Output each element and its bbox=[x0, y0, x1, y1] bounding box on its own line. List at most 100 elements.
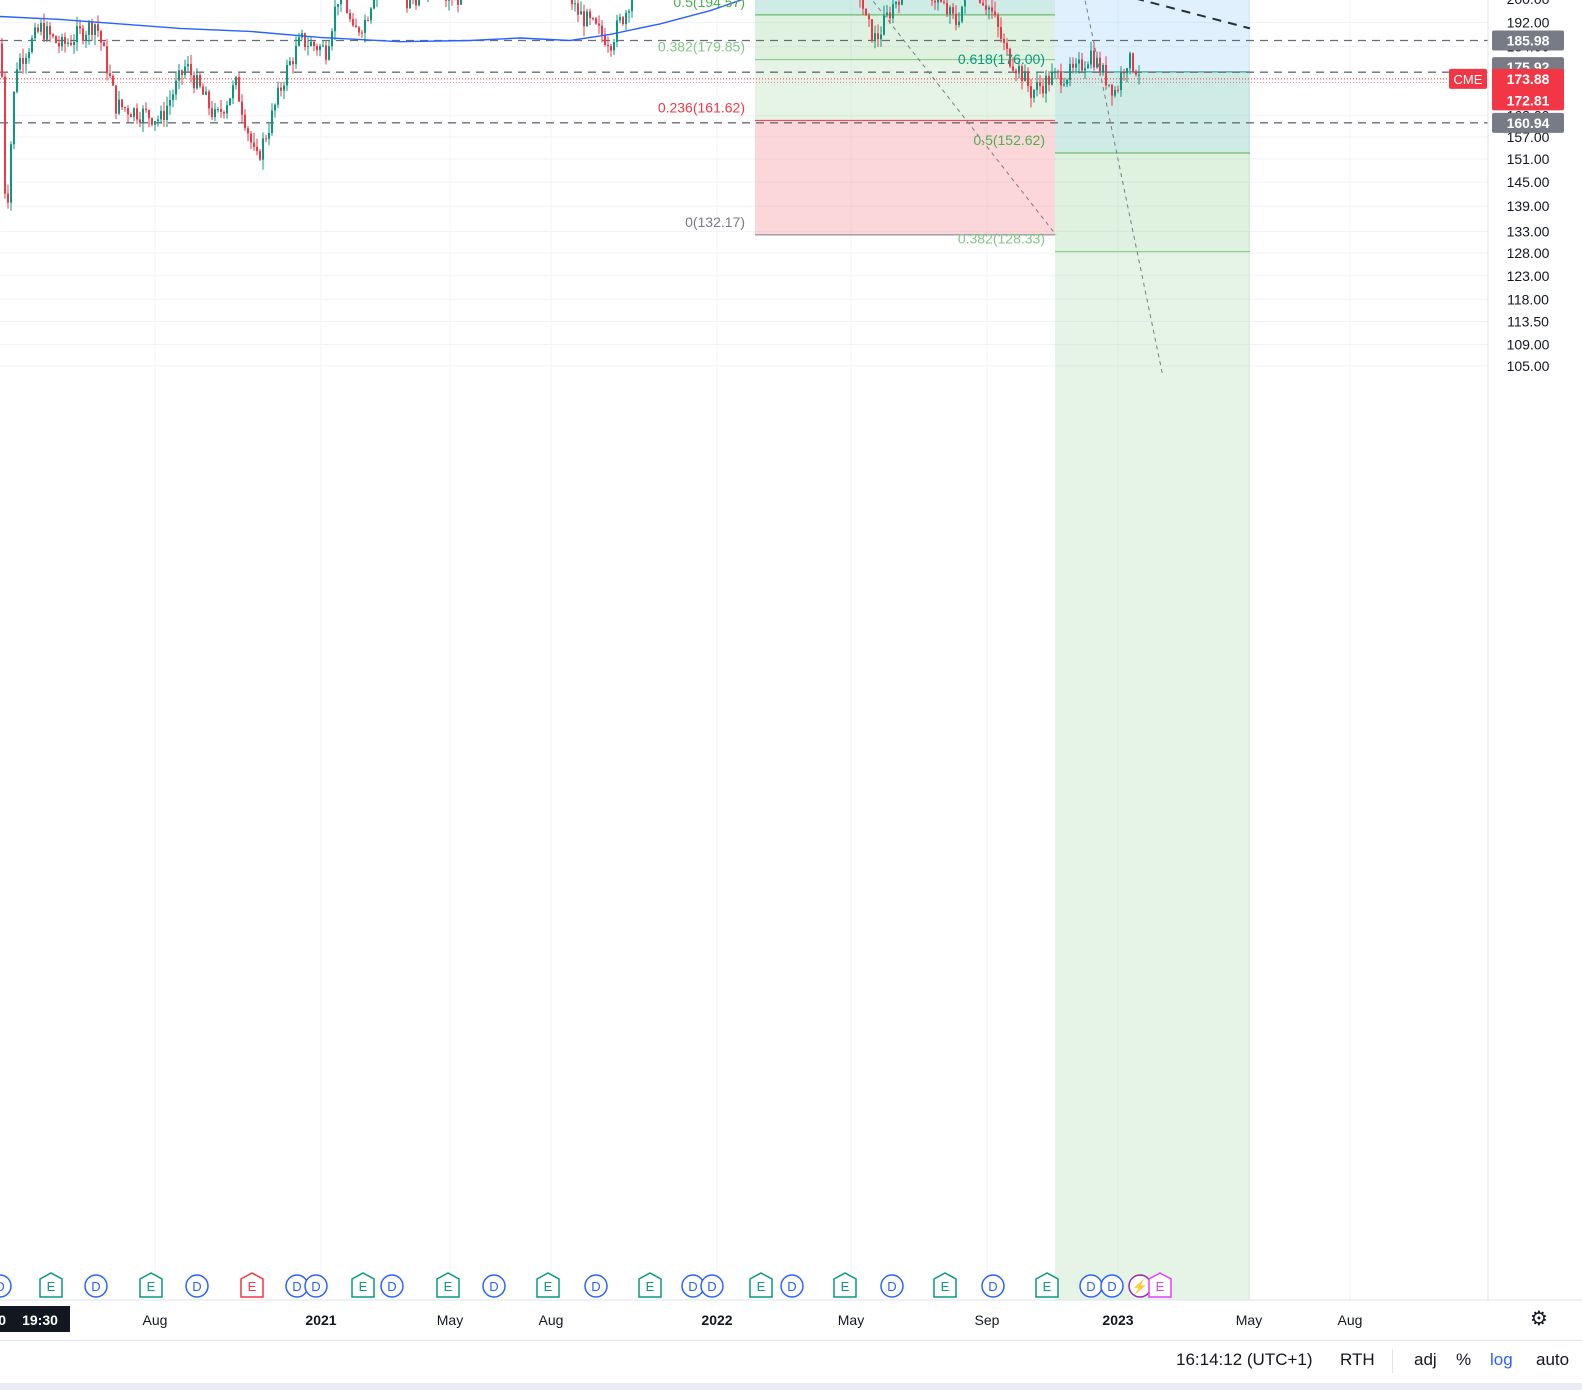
candle-body bbox=[1009, 48, 1011, 67]
dividend-marker[interactable]: D bbox=[304, 1274, 328, 1298]
candle-body bbox=[334, 6, 336, 32]
candle-body bbox=[937, 0, 939, 3]
candle-body bbox=[265, 138, 267, 140]
candle-body bbox=[1063, 84, 1065, 86]
marker-shape bbox=[139, 1272, 163, 1298]
candle-body bbox=[586, 11, 588, 27]
candle-body bbox=[1129, 53, 1131, 69]
marker-letter: D bbox=[489, 1279, 498, 1294]
dividend-marker[interactable]: D bbox=[185, 1274, 209, 1298]
candle-body bbox=[1138, 74, 1140, 76]
candle-body bbox=[190, 63, 192, 76]
dividend-marker[interactable]: D bbox=[482, 1274, 506, 1298]
candle-body bbox=[322, 45, 324, 47]
dividend-marker[interactable]: D bbox=[780, 1274, 804, 1298]
candle-body bbox=[178, 70, 180, 81]
log-toggle[interactable]: log bbox=[1490, 1350, 1513, 1369]
dividend-marker[interactable]: D bbox=[981, 1274, 1005, 1298]
candle-body bbox=[46, 26, 48, 40]
candle-body bbox=[298, 37, 300, 46]
candle-body bbox=[145, 108, 147, 111]
candle-body bbox=[946, 2, 948, 15]
candle-body bbox=[871, 19, 873, 42]
time-tick: May bbox=[437, 1312, 463, 1328]
split-marker[interactable]: ⚡ bbox=[1128, 1274, 1152, 1298]
candle-body bbox=[1042, 86, 1044, 94]
earnings-marker[interactable]: E bbox=[833, 1272, 857, 1298]
marker-letter: D bbox=[688, 1279, 697, 1294]
candle-body bbox=[367, 19, 369, 21]
candle-body bbox=[1108, 84, 1110, 86]
percent-toggle[interactable]: % bbox=[1456, 1350, 1472, 1369]
session-button[interactable]: RTH bbox=[1340, 1350, 1375, 1369]
candle-body bbox=[1114, 89, 1116, 96]
auto-toggle[interactable]: auto bbox=[1536, 1350, 1570, 1369]
crosshair-date-fragment: 0 bbox=[0, 1312, 6, 1328]
time-axis[interactable]: Aug 2021 May Aug 2022 May Sep 2023 May Aug 0 19:30 bbox=[0, 1299, 1582, 1340]
dividend-marker[interactable]: D bbox=[880, 1274, 904, 1298]
earnings-marker[interactable]: E bbox=[436, 1272, 460, 1298]
clock-text[interactable]: 16:14:12 (UTC+1) bbox=[1176, 1350, 1313, 1369]
candle-body bbox=[73, 42, 75, 45]
dividend-marker[interactable]: D bbox=[84, 1274, 108, 1298]
marker-letter: D bbox=[988, 1279, 997, 1294]
candle-body bbox=[1030, 86, 1032, 98]
candle-body bbox=[415, 0, 417, 6]
candle-body bbox=[1036, 82, 1038, 90]
candle-body bbox=[274, 104, 276, 111]
candle-body bbox=[40, 22, 42, 32]
candle-body bbox=[13, 91, 15, 145]
fib2-zone-05 bbox=[1055, 153, 1250, 252]
dividend-marker[interactable]: D bbox=[700, 1274, 724, 1298]
price-axis[interactable]: 350.00330.00310.00290.00270.00260.00250.… bbox=[1449, 0, 1582, 1340]
candle-body bbox=[1123, 72, 1125, 74]
earnings-marker[interactable]: E bbox=[351, 1272, 375, 1298]
earnings-marker[interactable]: E bbox=[1148, 1272, 1172, 1298]
fib2-zone-0618 bbox=[1055, 71, 1250, 154]
price-tick: 157.00 bbox=[1507, 129, 1550, 145]
marker-letter: D bbox=[292, 1279, 301, 1294]
fib1-diagonal bbox=[871, 0, 1057, 236]
candle-body bbox=[154, 121, 156, 125]
candle-body bbox=[88, 22, 90, 35]
marker-letter: E bbox=[147, 1279, 156, 1294]
candle-body bbox=[100, 31, 102, 43]
dividend-marker[interactable]: D bbox=[584, 1274, 608, 1298]
earnings-marker[interactable]: E bbox=[139, 1272, 163, 1298]
adj-toggle[interactable]: adj bbox=[1414, 1350, 1437, 1369]
price-tick: 113.50 bbox=[1507, 314, 1549, 330]
candle-body bbox=[91, 22, 93, 36]
candle-body bbox=[10, 144, 12, 203]
candle-body bbox=[250, 133, 252, 143]
candle-body bbox=[868, 15, 870, 20]
fib-lines bbox=[755, 14, 1250, 253]
dividend-marker[interactable]: D bbox=[380, 1274, 404, 1298]
earnings-marker[interactable]: E bbox=[1035, 1272, 1059, 1298]
dividend-marker[interactable]: D bbox=[1100, 1274, 1124, 1298]
earnings-marker[interactable]: E bbox=[638, 1272, 662, 1298]
candle-body bbox=[955, 13, 957, 26]
marker-shape bbox=[700, 1274, 724, 1298]
earnings-marker[interactable]: E bbox=[933, 1272, 957, 1298]
earnings-marker[interactable]: E bbox=[39, 1272, 63, 1298]
settings-gear-icon[interactable]: ⚙ bbox=[1530, 1308, 1548, 1330]
dividend-marker[interactable]: D bbox=[1079, 1274, 1103, 1298]
time-tick: Sep bbox=[975, 1312, 1000, 1328]
time-tick: May bbox=[838, 1312, 864, 1328]
candle-body bbox=[157, 119, 159, 122]
earnings-marker[interactable]: E bbox=[536, 1272, 560, 1298]
price-chart[interactable]: 1.618(334.12)1(256.98)0.786(230.27)0.618… bbox=[0, 0, 1582, 1340]
candle-body bbox=[616, 20, 618, 43]
candle-body bbox=[901, 0, 903, 5]
dividend-marker[interactable]: D bbox=[0, 1274, 12, 1298]
candle-body bbox=[373, 0, 375, 9]
candle-body bbox=[892, 4, 894, 19]
earnings-marker[interactable]: E bbox=[749, 1272, 773, 1298]
candle-body bbox=[1069, 63, 1071, 80]
candle-body bbox=[22, 58, 24, 64]
earnings-marker[interactable]: E bbox=[240, 1272, 264, 1298]
time-tick: May bbox=[1236, 1312, 1262, 1328]
candle-body bbox=[85, 34, 87, 41]
event-markers[interactable]: DEDEDEDDEDEDEDEDDEDEDEDEDD⚡E bbox=[0, 1272, 1172, 1298]
price-tick: 145.00 bbox=[1507, 174, 1550, 190]
